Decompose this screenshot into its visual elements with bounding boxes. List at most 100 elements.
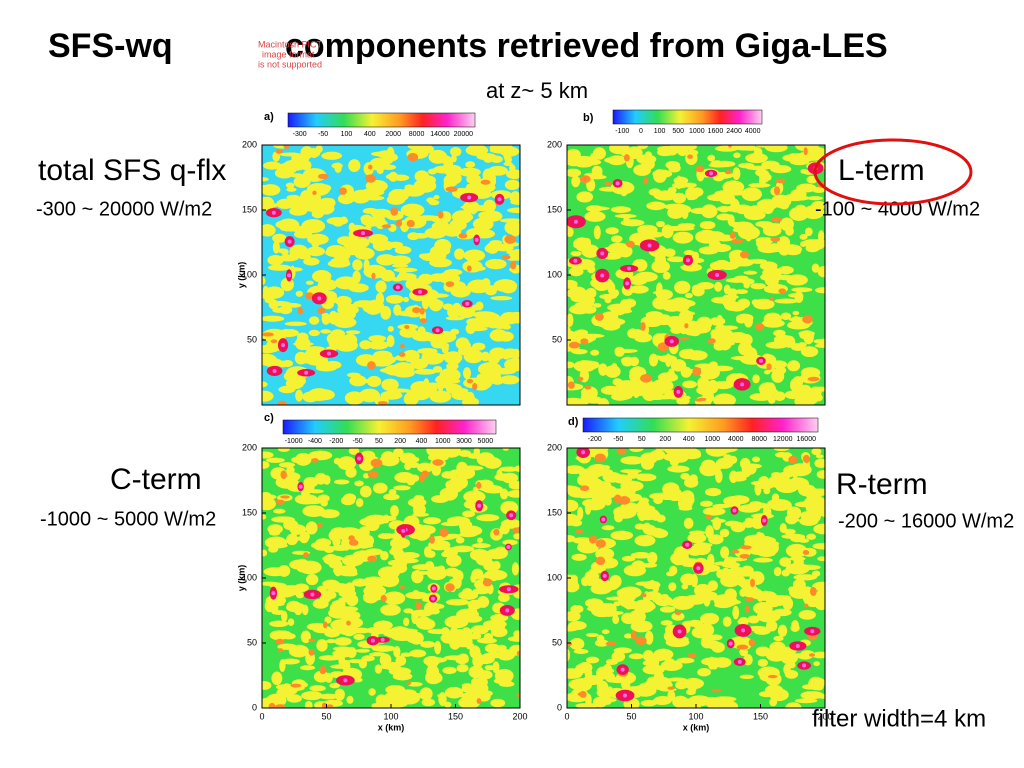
field-blob — [777, 624, 788, 637]
field-spot — [271, 210, 276, 215]
field-blob — [326, 333, 339, 344]
field-blob — [674, 280, 691, 294]
field-blob — [629, 448, 644, 453]
y-axis-label: y (km) — [236, 565, 246, 592]
field-blob — [686, 187, 693, 201]
field-blob — [480, 210, 503, 222]
field-blob — [662, 271, 671, 280]
field-blob — [637, 145, 649, 150]
field-spot — [573, 258, 578, 263]
field-blob — [752, 456, 761, 463]
field-blob — [365, 548, 383, 556]
field-blob — [466, 379, 474, 384]
field-blob — [713, 594, 738, 607]
field-blob — [463, 367, 472, 380]
field-blob — [681, 583, 689, 590]
field-blob — [492, 661, 500, 674]
field-spot — [620, 667, 625, 672]
field-blob — [592, 147, 606, 160]
field-blob — [610, 530, 634, 541]
y-tick-label: 100 — [547, 572, 562, 582]
field-blob — [739, 333, 753, 346]
field-blob — [471, 677, 479, 688]
field-blob — [271, 516, 295, 523]
field-blob — [301, 691, 323, 701]
field-blob — [736, 315, 747, 324]
colorbar-label: 0 — [639, 128, 643, 135]
field-blob — [633, 164, 652, 176]
field-blob — [416, 533, 429, 541]
field-blob — [280, 495, 290, 499]
field-blob — [262, 292, 275, 300]
field-blob — [741, 278, 755, 285]
field-blob — [682, 677, 704, 690]
field-blob — [395, 655, 407, 667]
field-blob — [308, 316, 320, 325]
field-blob — [469, 179, 494, 191]
field-blob — [510, 645, 520, 654]
field-blob — [737, 619, 745, 625]
field-blob — [427, 250, 447, 262]
field-blob — [789, 377, 802, 392]
placeholder-line: image format — [262, 49, 315, 59]
field-blob — [425, 603, 445, 610]
field-blob — [705, 514, 712, 520]
field-blob — [773, 186, 781, 196]
field-blob — [780, 312, 792, 321]
field-blob — [567, 499, 579, 512]
field-blob — [692, 367, 702, 377]
field-blob — [789, 463, 812, 477]
field-blob — [717, 336, 732, 351]
field-blob — [308, 329, 320, 337]
field-blob — [446, 449, 461, 455]
field-blob — [312, 190, 317, 196]
field-blob — [330, 583, 350, 593]
field-blob — [647, 382, 670, 389]
panel-tag: b) — [583, 112, 594, 124]
field-blob — [776, 503, 792, 510]
field-blob — [714, 190, 737, 197]
field-blob — [469, 548, 489, 562]
field-blob — [308, 625, 322, 630]
field-blob — [370, 458, 383, 468]
field-blob — [323, 621, 328, 629]
field-spot — [401, 528, 406, 533]
field-blob — [794, 698, 818, 704]
field-blob — [372, 482, 388, 494]
field-blob — [484, 664, 495, 671]
field-blob — [484, 569, 508, 581]
field-blob — [761, 319, 785, 328]
field-blob — [708, 163, 729, 168]
field-blob — [380, 390, 403, 400]
field-blob — [636, 500, 650, 512]
field-blob — [305, 280, 314, 285]
field-blob — [466, 265, 472, 272]
field-blob — [675, 449, 684, 463]
field-blob — [317, 173, 329, 180]
field-spot — [310, 592, 315, 597]
field-blob — [265, 457, 285, 463]
field-blob — [806, 533, 817, 540]
field-blob — [329, 682, 341, 689]
field-blob — [618, 245, 633, 258]
field-blob — [481, 683, 489, 693]
field-blob — [348, 159, 361, 173]
field-blob — [705, 525, 714, 539]
field-blob — [385, 174, 394, 180]
field-blob — [375, 280, 387, 293]
colorbar-label: 100 — [341, 131, 353, 138]
field-blob — [577, 506, 584, 521]
field-blob — [781, 533, 806, 539]
field-blob — [409, 649, 427, 658]
field-blob — [445, 316, 465, 321]
field-blob — [604, 365, 621, 378]
field-blob — [674, 558, 682, 566]
field-spot — [272, 368, 277, 373]
field-blob — [619, 298, 632, 310]
field-blob — [768, 542, 779, 554]
field-blob — [380, 551, 389, 561]
field-blob — [779, 557, 792, 567]
field-blob — [503, 161, 513, 167]
x-tick-label: 0 — [564, 711, 569, 721]
field-blob — [409, 692, 432, 699]
